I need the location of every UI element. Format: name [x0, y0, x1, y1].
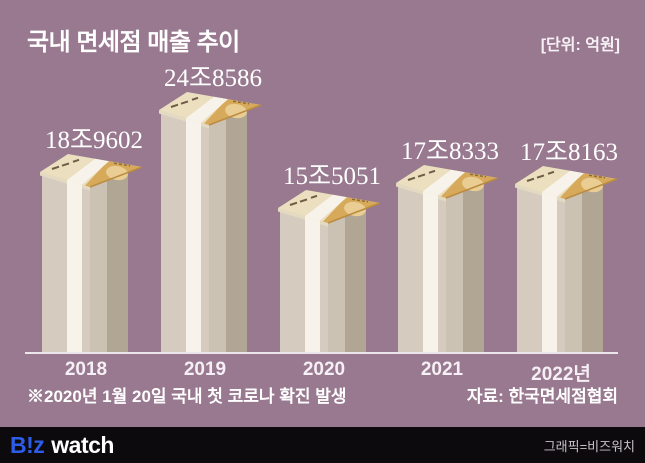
x-axis-label: 2020 — [302, 359, 346, 380]
bizwatch-logo: B!z watch — [10, 432, 114, 459]
bar-value-label: 17조8163 — [519, 139, 619, 166]
bar-value-label: 15조5051 — [282, 163, 382, 190]
money-stack-bar — [159, 92, 262, 353]
money-stack-bar — [396, 165, 499, 353]
money-stack-bar — [278, 190, 381, 353]
x-axis-label: 2019 — [183, 359, 227, 380]
logo-watch-text: watch — [51, 431, 114, 458]
footer-bar: B!z watch 그래픽=비즈워치 — [0, 427, 645, 463]
covid-footnote: ※2020년 1월 20일 국내 첫 코로나 확진 발생 — [27, 387, 347, 406]
x-axis-line — [25, 352, 618, 354]
graphic-credit: 그래픽=비즈워치 — [543, 438, 635, 454]
money-stack-bar — [515, 166, 618, 353]
bar-value-label: 17조8333 — [400, 138, 500, 165]
page-title: 국내 면세점 매출 추이 — [27, 29, 240, 56]
logo-biz-text: B!z — [10, 431, 45, 458]
money-stack-bar — [40, 154, 143, 353]
bar-value-label: 24조8586 — [163, 65, 263, 92]
x-axis-label: 2022년 — [531, 364, 591, 385]
x-axis-label: 2018 — [64, 359, 108, 380]
unit-label: [단위: 억원] — [540, 37, 620, 54]
bar-value-label: 18조9602 — [44, 127, 144, 154]
x-axis-label: 2021 — [420, 359, 464, 380]
source-credit: 자료: 한국면세점협회 — [466, 387, 618, 406]
